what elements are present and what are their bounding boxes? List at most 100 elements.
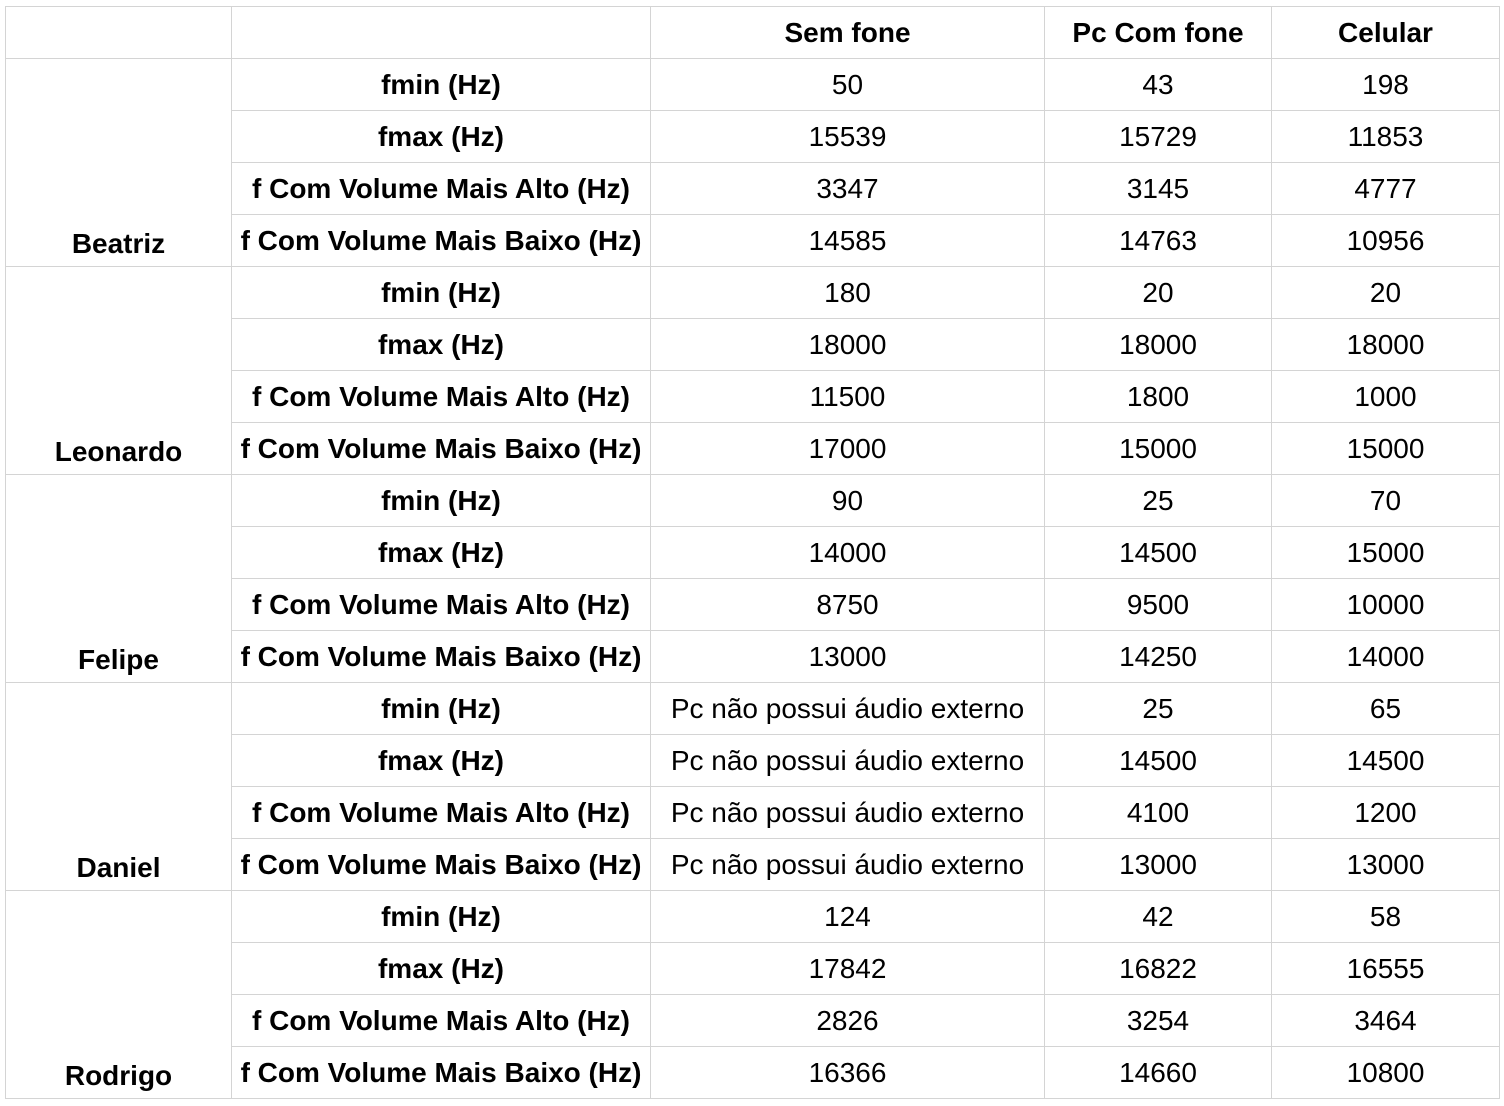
header-cell-pc-com-fone[interactable]: Pc Com fone xyxy=(1044,6,1272,59)
celular-cell[interactable]: 10800 xyxy=(1271,1046,1500,1099)
pc-com-fone-cell[interactable]: 15000 xyxy=(1044,422,1272,475)
sem-fone-cell[interactable]: 180 xyxy=(650,266,1045,319)
table-row: Daniel fmin (Hz) Pc não possui áudio exter… xyxy=(5,682,1500,891)
sem-fone-cell[interactable]: 124 xyxy=(650,890,1045,943)
table-row: f Com Volume Mais Alto (Hz) 11500 1800 1000 xyxy=(6,370,1500,423)
table-row: f Com Volume Mais Baixo (Hz) 17000 15000 15… xyxy=(6,422,1500,475)
measure-label-cell[interactable]: f Com Volume Mais Alto (Hz) xyxy=(231,786,651,839)
measure-label-cell[interactable]: f Com Volume Mais Alto (Hz) xyxy=(231,578,651,631)
sem-fone-cell[interactable]: 17000 xyxy=(650,422,1045,475)
celular-cell[interactable]: 14000 xyxy=(1271,630,1500,683)
measure-label-cell[interactable]: f Com Volume Mais Baixo (Hz) xyxy=(231,422,651,475)
celular-cell[interactable]: 16555 xyxy=(1271,942,1500,995)
table-row: fmax (Hz) Pc não possui áudio externo 1450… xyxy=(6,734,1500,787)
sem-fone-cell[interactable]: 13000 xyxy=(650,630,1045,683)
measure-label-cell[interactable]: fmax (Hz) xyxy=(231,318,651,371)
sem-fone-cell[interactable]: Pc não possui áudio externo xyxy=(650,838,1045,891)
pc-com-fone-cell[interactable]: 1800 xyxy=(1044,370,1272,423)
sem-fone-cell[interactable]: Pc não possui áudio externo xyxy=(650,734,1045,787)
measure-label-cell[interactable]: fmax (Hz) xyxy=(231,526,651,579)
pc-com-fone-cell[interactable]: 42 xyxy=(1044,890,1272,943)
pc-com-fone-cell[interactable]: 18000 xyxy=(1044,318,1272,371)
measure-label-cell[interactable]: f Com Volume Mais Alto (Hz) xyxy=(231,162,651,215)
pc-com-fone-cell[interactable]: 20 xyxy=(1044,266,1272,319)
celular-cell[interactable]: 15000 xyxy=(1271,422,1500,475)
measure-label-cell[interactable]: fmin (Hz) xyxy=(231,58,651,111)
header-cell-measure[interactable] xyxy=(231,6,651,59)
sem-fone-cell[interactable]: 8750 xyxy=(650,578,1045,631)
measure-label-cell[interactable]: f Com Volume Mais Alto (Hz) xyxy=(231,994,651,1047)
person-name-cell[interactable]: Felipe xyxy=(5,474,232,683)
table-row: fmax (Hz) 18000 18000 18000 xyxy=(6,318,1500,371)
sem-fone-cell[interactable]: 3347 xyxy=(650,162,1045,215)
person-name-cell[interactable]: Leonardo xyxy=(5,266,232,475)
celular-cell[interactable]: 3464 xyxy=(1271,994,1500,1047)
sem-fone-cell[interactable]: 14000 xyxy=(650,526,1045,579)
sem-fone-cell[interactable]: Pc não possui áudio externo xyxy=(650,682,1045,735)
pc-com-fone-cell[interactable]: 14763 xyxy=(1044,214,1272,267)
measure-label-cell[interactable]: f Com Volume Mais Alto (Hz) xyxy=(231,370,651,423)
celular-cell[interactable]: 198 xyxy=(1271,58,1500,111)
celular-cell[interactable]: 11853 xyxy=(1271,110,1500,163)
header-cell-celular[interactable]: Celular xyxy=(1271,6,1500,59)
pc-com-fone-cell[interactable]: 16822 xyxy=(1044,942,1272,995)
measure-label-cell[interactable]: fmax (Hz) xyxy=(231,942,651,995)
measure-label-cell[interactable]: f Com Volume Mais Baixo (Hz) xyxy=(231,838,651,891)
table-row: fmax (Hz) 14000 14500 15000 xyxy=(6,526,1500,579)
pc-com-fone-cell[interactable]: 14500 xyxy=(1044,526,1272,579)
person-name-cell[interactable]: Daniel xyxy=(5,682,232,891)
pc-com-fone-cell[interactable]: 14660 xyxy=(1044,1046,1272,1099)
header-cell-name[interactable] xyxy=(5,6,232,59)
measure-label-cell[interactable]: fmax (Hz) xyxy=(231,734,651,787)
measure-label-cell[interactable]: f Com Volume Mais Baixo (Hz) xyxy=(231,214,651,267)
sem-fone-cell[interactable]: 14585 xyxy=(650,214,1045,267)
celular-cell[interactable]: 1200 xyxy=(1271,786,1500,839)
person-name-cell[interactable]: Beatriz xyxy=(5,58,232,267)
celular-cell[interactable]: 18000 xyxy=(1271,318,1500,371)
celular-cell[interactable]: 13000 xyxy=(1271,838,1500,891)
table-row: f Com Volume Mais Alto (Hz) 2826 3254 3464 xyxy=(6,994,1500,1047)
sem-fone-cell[interactable]: 11500 xyxy=(650,370,1045,423)
sem-fone-cell[interactable]: 50 xyxy=(650,58,1045,111)
sem-fone-cell[interactable]: 2826 xyxy=(650,994,1045,1047)
celular-cell[interactable]: 4777 xyxy=(1271,162,1500,215)
pc-com-fone-cell[interactable]: 4100 xyxy=(1044,786,1272,839)
measure-label-cell[interactable]: fmin (Hz) xyxy=(231,474,651,527)
measure-label-cell[interactable]: fmin (Hz) xyxy=(231,266,651,319)
pc-com-fone-cell[interactable]: 14250 xyxy=(1044,630,1272,683)
measure-label-cell[interactable]: fmin (Hz) xyxy=(231,682,651,735)
sem-fone-cell[interactable]: 17842 xyxy=(650,942,1045,995)
table-row: Beatriz fmin (Hz) 50 43 198 xyxy=(5,58,1500,267)
pc-com-fone-cell[interactable]: 14500 xyxy=(1044,734,1272,787)
celular-cell[interactable]: 15000 xyxy=(1271,526,1500,579)
celular-cell[interactable]: 70 xyxy=(1271,474,1500,527)
person-name-cell[interactable]: Rodrigo xyxy=(5,890,232,1099)
pc-com-fone-cell[interactable]: 13000 xyxy=(1044,838,1272,891)
sem-fone-cell[interactable]: 15539 xyxy=(650,110,1045,163)
pc-com-fone-cell[interactable]: 3145 xyxy=(1044,162,1272,215)
measure-label-cell[interactable]: f Com Volume Mais Baixo (Hz) xyxy=(231,1046,651,1099)
celular-cell[interactable]: 10000 xyxy=(1271,578,1500,631)
celular-cell[interactable]: 14500 xyxy=(1271,734,1500,787)
pc-com-fone-cell[interactable]: 15729 xyxy=(1044,110,1272,163)
sem-fone-cell[interactable]: Pc não possui áudio externo xyxy=(650,786,1045,839)
measure-label-cell[interactable]: fmin (Hz) xyxy=(231,890,651,943)
celular-cell[interactable]: 1000 xyxy=(1271,370,1500,423)
pc-com-fone-cell[interactable]: 25 xyxy=(1044,682,1272,735)
measure-label-cell[interactable]: fmax (Hz) xyxy=(231,110,651,163)
sem-fone-cell[interactable]: 16366 xyxy=(650,1046,1045,1099)
pc-com-fone-cell[interactable]: 9500 xyxy=(1044,578,1272,631)
celular-cell[interactable]: 20 xyxy=(1271,266,1500,319)
header-cell-sem-fone[interactable]: Sem fone xyxy=(650,6,1045,59)
celular-cell[interactable]: 10956 xyxy=(1271,214,1500,267)
pc-com-fone-cell[interactable]: 43 xyxy=(1044,58,1272,111)
sem-fone-cell[interactable]: 18000 xyxy=(650,318,1045,371)
table-row: f Com Volume Mais Alto (Hz) 3347 3145 4777 xyxy=(6,162,1500,215)
table-row: f Com Volume Mais Baixo (Hz) 13000 14250 14… xyxy=(6,630,1500,683)
pc-com-fone-cell[interactable]: 3254 xyxy=(1044,994,1272,1047)
celular-cell[interactable]: 65 xyxy=(1271,682,1500,735)
pc-com-fone-cell[interactable]: 25 xyxy=(1044,474,1272,527)
sem-fone-cell[interactable]: 90 xyxy=(650,474,1045,527)
celular-cell[interactable]: 58 xyxy=(1271,890,1500,943)
measure-label-cell[interactable]: f Com Volume Mais Baixo (Hz) xyxy=(231,630,651,683)
